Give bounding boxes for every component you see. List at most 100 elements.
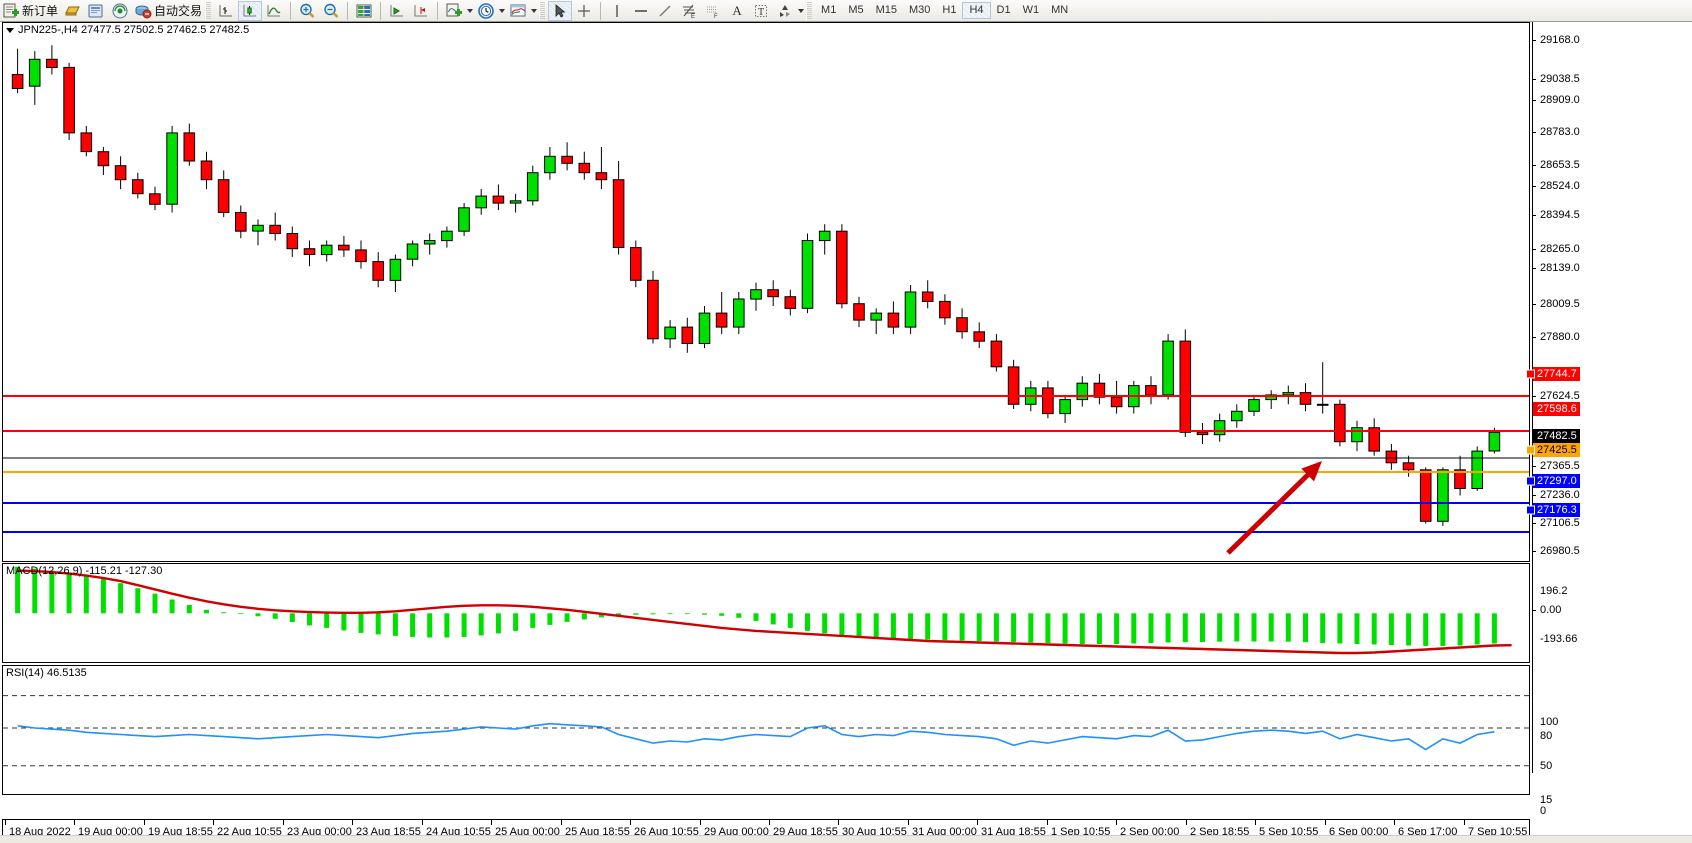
timeframe-h1[interactable]: H1	[942, 4, 957, 16]
scale-tick	[1532, 249, 1536, 250]
timeframe-m30[interactable]: M30	[909, 4, 931, 16]
level-handle-support-2[interactable]	[1526, 505, 1535, 515]
toolbar-grip[interactable]	[205, 1, 212, 20]
price-tag-resistance-1[interactable]: 27744.7	[1533, 367, 1580, 381]
rsi-pane[interactable]: RSI(14) 46.5135	[2, 665, 1530, 795]
zoom-in-icon[interactable]	[295, 1, 319, 21]
timeframe-m15[interactable]: M15	[875, 4, 897, 16]
price-tag-bid-line[interactable]: 27425.5	[1533, 443, 1580, 457]
text-icon[interactable]: A	[732, 2, 742, 18]
scale-tick	[1532, 215, 1536, 216]
crosshair-icon[interactable]	[572, 1, 596, 21]
price-levels[interactable]	[3, 23, 1529, 561]
label-icon[interactable]: T	[749, 1, 773, 21]
price-tag-support-2[interactable]: 27176.3	[1533, 503, 1580, 517]
scale-tick	[1532, 551, 1536, 552]
toolbar-separator	[290, 1, 292, 20]
cursor-icon[interactable]	[548, 0, 573, 21]
scale-tick	[1532, 186, 1536, 187]
time-tick	[1047, 820, 1048, 825]
gold-bar-icon[interactable]	[60, 1, 84, 21]
scale-tick	[1532, 337, 1536, 338]
scale-tick-label: 27236.0	[1540, 489, 1580, 501]
scale-tick	[1532, 268, 1536, 269]
scale-tick	[1532, 100, 1536, 101]
timeframe-m5[interactable]: M5	[848, 4, 864, 16]
level-handle-bid-line[interactable]	[1526, 445, 1535, 455]
add-indicator-icon[interactable]	[442, 1, 466, 21]
line-chart-icon[interactable]	[262, 1, 286, 21]
period-dropdown[interactable]	[498, 1, 506, 21]
chart-annotations[interactable]	[3, 23, 1529, 561]
timeframe-d1[interactable]: D1	[996, 4, 1011, 16]
scale-tick-label: 28009.5	[1540, 298, 1580, 310]
time-tick	[213, 820, 214, 825]
scale-tick	[1532, 304, 1536, 305]
templates-dropdown[interactable]	[530, 1, 538, 21]
shapes-dropdown[interactable]	[797, 1, 805, 21]
bar-chart-icon[interactable]	[214, 1, 238, 21]
rsi-label: RSI(14) 46.5135	[6, 667, 87, 679]
svg-text:F: F	[714, 14, 718, 20]
scale-axis-line	[1532, 22, 1533, 773]
new-order-button[interactable]: 新订单	[0, 1, 60, 21]
time-tick	[838, 820, 839, 825]
chart-shift-icon[interactable]	[409, 1, 433, 21]
fibo-icon[interactable]: E	[677, 1, 701, 21]
time-tick	[1186, 820, 1187, 825]
time-tick	[1325, 820, 1326, 825]
news-icon[interactable]	[84, 1, 108, 21]
scale-tick-label: 28394.5	[1540, 209, 1580, 221]
autoscroll-icon[interactable]	[385, 1, 409, 21]
candlestick-chart-icon[interactable]	[238, 0, 263, 21]
scale-tick	[1532, 495, 1536, 496]
price-candles	[11, 45, 1501, 526]
chart-symbol-label: JPN225-,H4 27477.5 27502.5 27462.5 27482…	[6, 24, 249, 36]
timeframe-group: M1 M5 M15 M30 H1 H4 D1 W1 MN	[815, 0, 1074, 21]
toolbar-grip[interactable]	[806, 1, 813, 20]
zoom-out-icon[interactable]	[319, 1, 343, 21]
add-indicator-dropdown[interactable]	[466, 1, 474, 21]
vertical-line-icon[interactable]	[605, 1, 629, 21]
scale-tick	[1532, 396, 1536, 397]
price-tag-last-price[interactable]: 27482.5	[1533, 429, 1580, 443]
price-tag-support-1[interactable]: 27297.0	[1533, 474, 1580, 488]
signal-icon[interactable]	[108, 1, 132, 21]
templates-icon[interactable]	[506, 1, 530, 21]
toolbar-separator	[437, 1, 439, 20]
price-pane[interactable]: JPN225-,H4 27477.5 27502.5 27462.5 27482…	[2, 22, 1530, 562]
trendline-icon[interactable]	[653, 1, 677, 21]
price-scale[interactable]: 29168.0 29038.5 28909.0 28783.0 28653.5 28524…	[1526, 22, 1692, 819]
scale-tick	[1532, 165, 1536, 166]
period-icon[interactable]	[474, 1, 498, 21]
timeframe-mn[interactable]: MN	[1051, 4, 1069, 16]
autotrading-icon[interactable]: 自动交易	[132, 1, 204, 21]
chart-menu-caret-icon[interactable]	[6, 27, 14, 33]
rsi-scale-label: 0	[1540, 805, 1547, 817]
macd-plot	[15, 566, 1512, 655]
toolbar-separator	[347, 1, 349, 20]
time-tick	[1464, 820, 1465, 825]
time-tick	[700, 820, 701, 825]
time-tick	[908, 820, 909, 825]
data-window-icon[interactable]	[352, 1, 376, 21]
toolbar-grip[interactable]	[539, 1, 546, 20]
level-handle-resistance-1[interactable]	[1526, 369, 1535, 379]
rsi-scale-label: 80	[1540, 730, 1553, 742]
channel-icon[interactable]: F	[701, 1, 725, 21]
scale-tick	[1532, 610, 1536, 611]
price-tag-resistance-2[interactable]: 27598.6	[1533, 402, 1580, 416]
time-tick	[1116, 820, 1117, 825]
timeframe-h4[interactable]: H4	[962, 2, 991, 19]
shapes-icon[interactable]	[773, 1, 797, 21]
timeframe-w1[interactable]: W1	[1022, 4, 1040, 16]
timeframe-m1[interactable]: M1	[821, 4, 837, 16]
time-tick	[769, 820, 770, 825]
horizontal-line-icon[interactable]	[629, 1, 653, 21]
time-tick	[283, 820, 284, 825]
scale-tick-label: 27624.5	[1540, 390, 1580, 402]
macd-pane[interactable]: MACD(12,26,9) -115.21 -127.30	[2, 563, 1530, 663]
level-handle-support-1[interactable]	[1526, 476, 1535, 486]
scale-tick-label: 29038.5	[1540, 73, 1580, 85]
